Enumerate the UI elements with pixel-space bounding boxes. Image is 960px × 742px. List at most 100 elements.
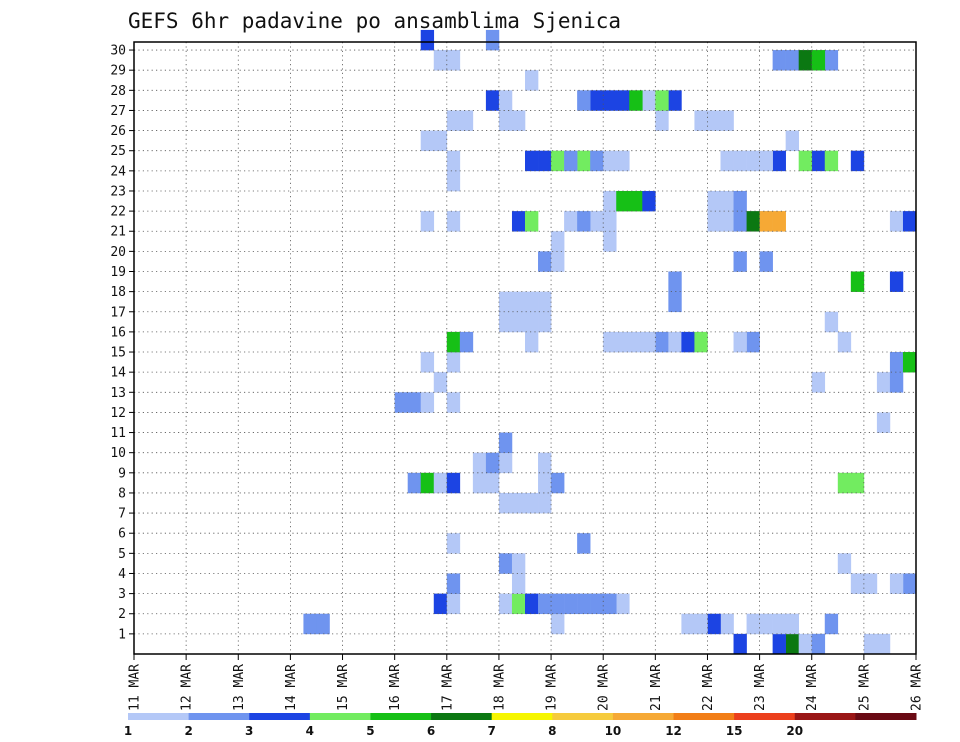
heatmap-cell	[485, 452, 500, 474]
heatmap-cell	[525, 70, 539, 91]
y-tick-label: 18	[110, 285, 126, 300]
y-tick-label: 7	[118, 507, 126, 522]
legend-label: 8	[548, 724, 556, 738]
heatmap-cell	[824, 50, 839, 71]
heatmap-cell	[485, 29, 500, 51]
heatmap-cell	[811, 633, 826, 655]
heatmap-cell	[498, 452, 513, 474]
legend-swatch	[673, 713, 735, 720]
heatmap-cell	[681, 331, 695, 353]
heatmap-cell	[720, 211, 734, 232]
heatmap-cell	[446, 170, 461, 192]
heatmap-cell	[811, 372, 826, 393]
x-tick-label: 22 MAR	[701, 664, 716, 711]
y-tick-label: 9	[118, 466, 126, 481]
y-tick-label: 19	[110, 265, 126, 280]
y-tick-label: 28	[110, 84, 126, 99]
heatmap-cell	[459, 331, 474, 353]
heatmap-cell	[511, 291, 526, 313]
legend-swatch	[309, 713, 371, 720]
y-tick-label: 17	[110, 305, 126, 320]
heatmap-cell	[694, 110, 708, 131]
heatmap-cell	[420, 472, 435, 494]
heatmap-cell	[837, 553, 852, 574]
y-tick-label: 13	[110, 386, 126, 401]
legend-label: 5	[366, 724, 374, 738]
heatmap-cell	[420, 352, 435, 373]
heatmap-cell	[525, 291, 539, 313]
heatmap-cell	[538, 472, 552, 494]
heatmap-cell	[759, 251, 773, 272]
heatmap-cell	[394, 392, 408, 413]
heatmap-cell	[511, 492, 526, 514]
legend-swatch	[188, 713, 250, 720]
heatmap-cell	[577, 593, 591, 615]
heatmap-cell	[498, 492, 513, 514]
heatmap-cell	[603, 331, 617, 353]
heatmap-cell	[720, 110, 734, 131]
heatmap-cell	[459, 110, 474, 131]
heatmap-cell	[902, 352, 917, 373]
x-tick-label: 15 MAR	[336, 664, 351, 711]
heatmap-cell	[525, 593, 539, 615]
heatmap-cell	[538, 291, 552, 313]
heatmap-cell	[720, 613, 734, 635]
heatmap-cell	[694, 613, 708, 635]
heatmap-cell	[446, 392, 461, 413]
heatmap-cell	[538, 150, 552, 172]
heatmap-cell	[564, 593, 578, 615]
x-axis-ticks: 11 MAR 12 MAR 13 MAR 14 MAR 15 MAR 16 MAR 17 M…	[128, 654, 925, 711]
heatmap-cell	[446, 472, 461, 494]
heatmap-cell	[590, 593, 604, 615]
grid-lines	[134, 42, 916, 654]
y-tick-label: 23	[110, 184, 126, 199]
heatmap-cell	[850, 472, 865, 494]
heatmap-cell	[655, 90, 669, 111]
heatmap-cell	[511, 593, 526, 615]
heatmap-cell	[407, 392, 422, 413]
heatmap-cell	[525, 211, 539, 232]
heatmap-cell	[511, 211, 526, 232]
heatmap-cell	[498, 291, 513, 313]
heatmap-cell	[525, 150, 539, 172]
heatmap-cell	[811, 50, 826, 71]
heatmap-cell	[746, 211, 760, 232]
heatmap-cell	[511, 311, 526, 333]
heatmap-cell	[798, 633, 813, 655]
heatmap-cell	[616, 190, 630, 212]
heatmap-cell	[746, 613, 760, 635]
heatmap-cell	[564, 211, 578, 232]
heatmap-cell	[668, 331, 682, 353]
heatmap-cell	[616, 331, 630, 353]
heatmap-cell	[446, 50, 461, 71]
heatmap-cell	[811, 150, 826, 172]
y-axis-ticks: 1234567891011121314151617181920212223242…	[110, 44, 134, 642]
heatmap-cell	[629, 331, 643, 353]
legend-label: 1	[124, 724, 132, 738]
x-tick-label: 18 MAR	[492, 664, 507, 711]
y-tick-label: 3	[118, 587, 126, 602]
y-tick-label: 21	[110, 225, 126, 240]
heatmap-cell	[707, 110, 721, 131]
heatmap-cell	[889, 372, 904, 393]
y-tick-label: 8	[118, 486, 126, 501]
x-tick-label: 16 MAR	[388, 664, 403, 711]
x-tick-label: 20 MAR	[597, 664, 612, 711]
y-tick-label: 12	[110, 406, 126, 421]
heatmap-cells	[303, 29, 917, 655]
heatmap-cell	[446, 573, 461, 594]
heatmap-cell	[863, 573, 878, 594]
heatmap-cell	[485, 90, 500, 111]
heatmap-cell	[785, 130, 799, 152]
heatmap-cell	[733, 331, 747, 353]
x-tick-label: 13 MAR	[232, 664, 247, 711]
heatmap-cell	[733, 190, 747, 212]
y-tick-label: 27	[110, 104, 126, 119]
heatmap-cell	[668, 271, 682, 292]
heatmap-cell	[863, 633, 878, 655]
heatmap-cell	[876, 633, 891, 655]
heatmap-cell	[603, 190, 617, 212]
heatmap-cell	[733, 633, 747, 655]
heatmap-cell	[551, 150, 565, 172]
heatmap-cell	[446, 331, 461, 353]
